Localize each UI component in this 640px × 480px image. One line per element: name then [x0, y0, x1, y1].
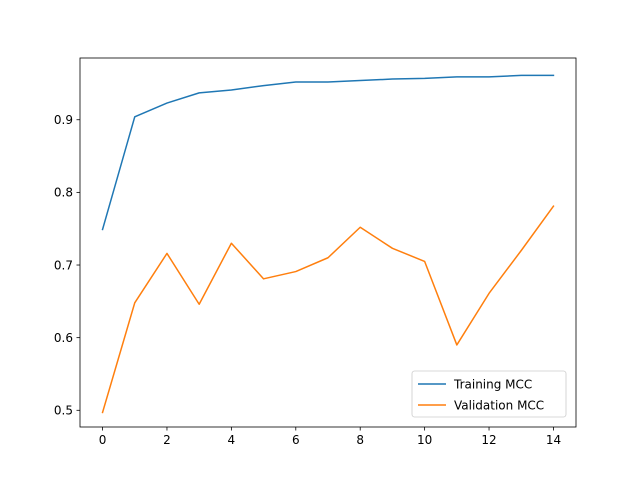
x-tick-label: 4: [228, 433, 236, 447]
y-tick-label: 0.5: [54, 404, 73, 418]
legend-label-1: Validation MCC: [454, 398, 544, 412]
x-tick-label: 8: [356, 433, 364, 447]
legend-label-0: Training MCC: [453, 377, 532, 391]
x-tick-label: 6: [292, 433, 300, 447]
legend-box: [411, 370, 567, 418]
axes-frame: [79, 57, 577, 428]
legend: Training MCC Validation MCC: [411, 370, 567, 418]
y-tick-label: 0.8: [54, 186, 73, 200]
series-line-1: [101, 205, 555, 414]
x-tick-label: 2: [163, 433, 171, 447]
y-tick-label: 0.6: [54, 331, 73, 345]
x-tick-label: 14: [546, 433, 561, 447]
x-tick-label: 10: [417, 433, 432, 447]
x-axis: 0 2 4 6 8 10 12 14: [99, 427, 561, 447]
y-tick-label: 0.9: [54, 113, 73, 127]
y-axis: 0.5 0.6 0.7 0.8 0.9: [54, 113, 80, 418]
x-tick-label: 0: [99, 433, 107, 447]
x-tick-label: 12: [481, 433, 496, 447]
series-line-0: [101, 74, 555, 231]
plot-area: [79, 57, 577, 428]
series-layer: [101, 74, 555, 414]
y-tick-label: 0.7: [54, 258, 73, 272]
